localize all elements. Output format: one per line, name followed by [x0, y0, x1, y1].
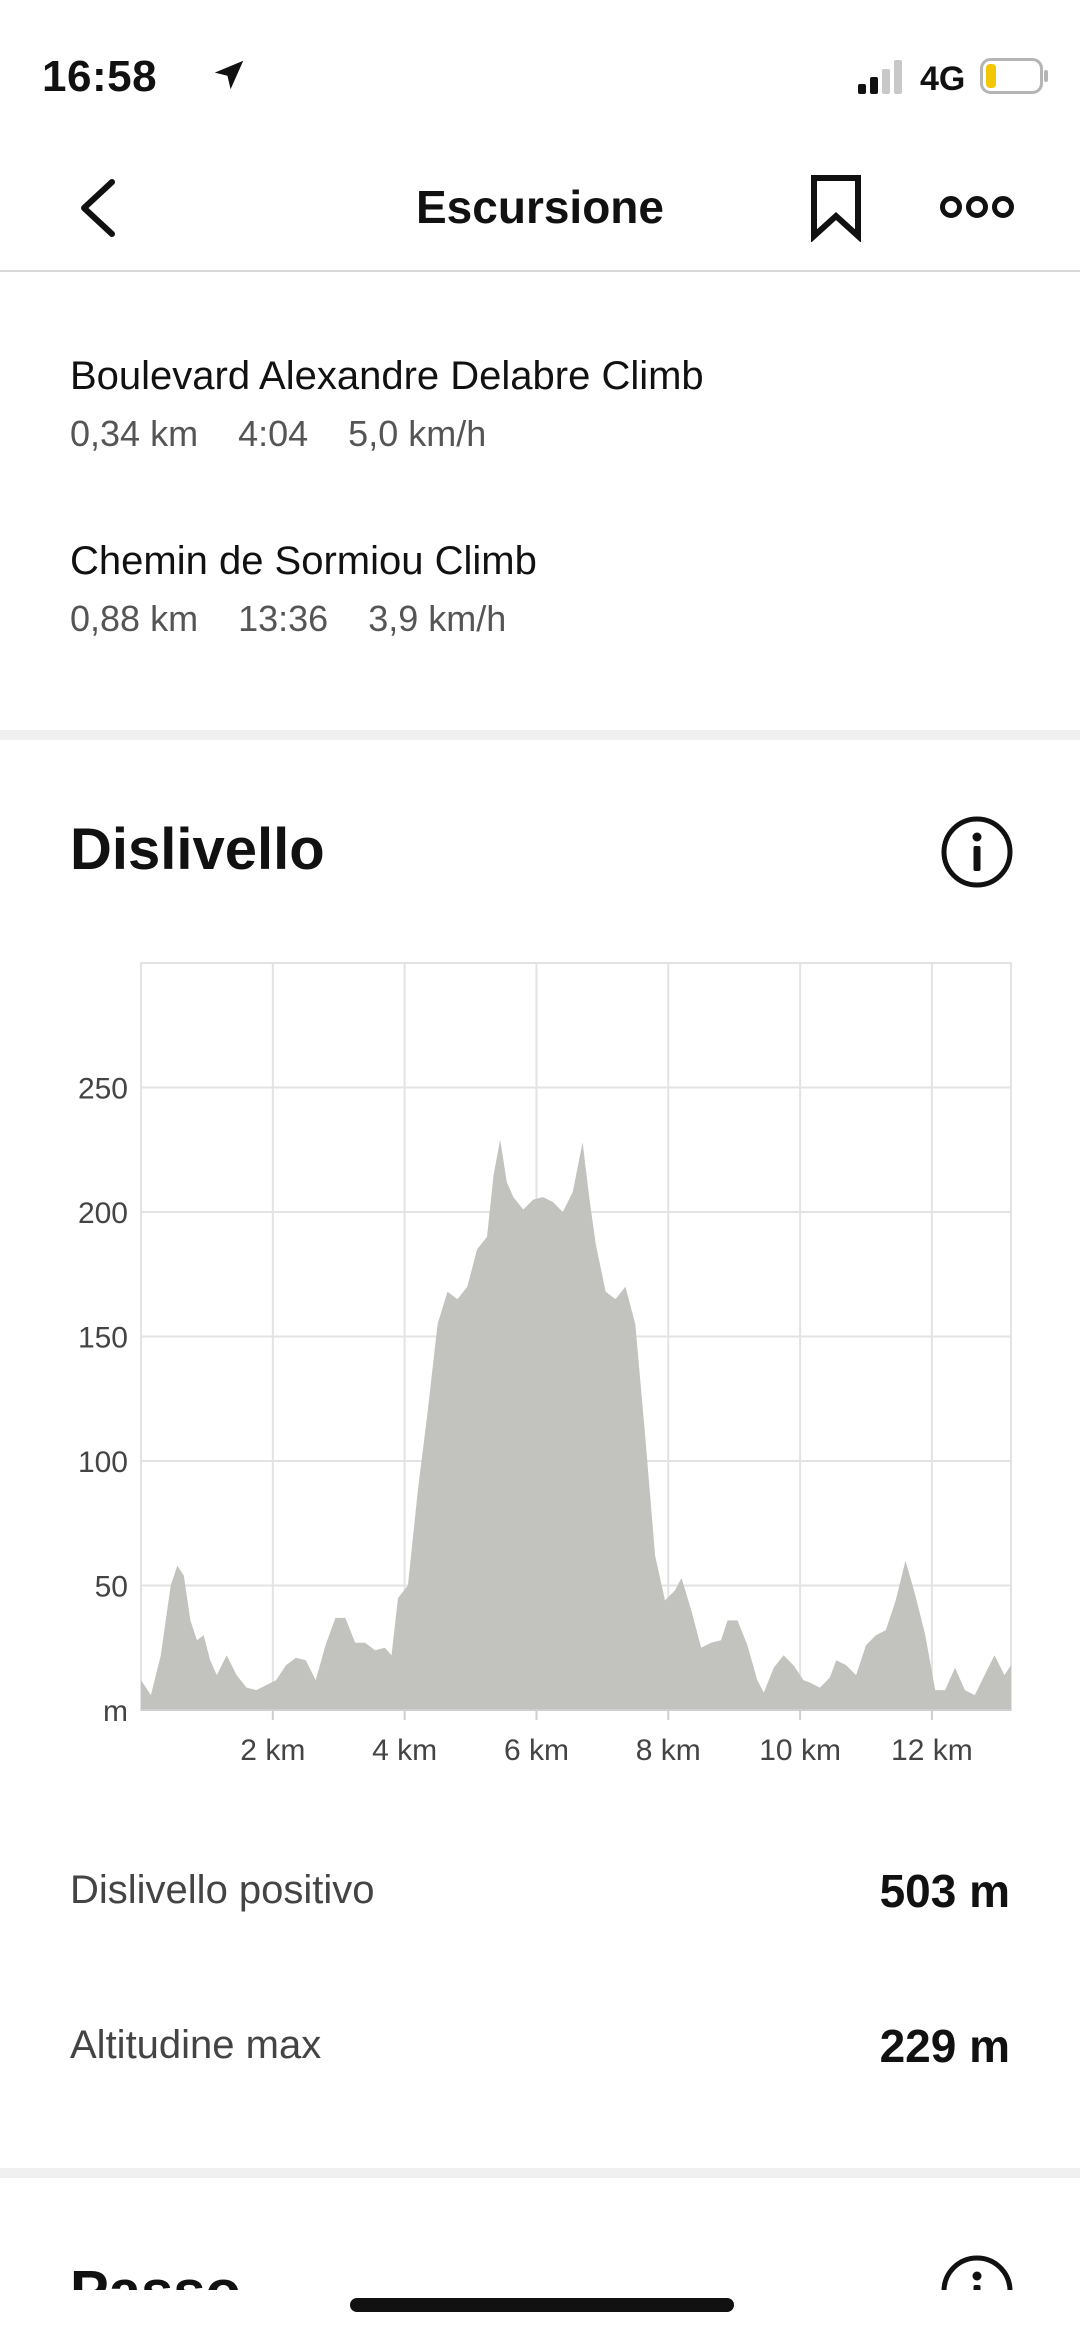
network-type: 4G [920, 60, 966, 98]
elevation-chart: 2 km 4 km 6 km 8 km 10 km 12 km 50 100 150 200 250… [78, 962, 1012, 1767]
chart-x-tick-label: 12 km [891, 1734, 973, 1767]
more-options-icon[interactable] [940, 190, 1014, 224]
battery-icon [980, 58, 1048, 94]
chart-y-tick-label: 250 [78, 1073, 128, 1106]
chart-y-tick-label: 200 [78, 1197, 128, 1230]
segment-speed: 3,9 km/h [368, 598, 507, 639]
previous-row-cutoff [70, 268, 550, 276]
location-arrow-icon [214, 60, 244, 90]
status-bar: 16:58 4G [0, 0, 1080, 150]
stat-label-max-altitude: Altitudine max [70, 2023, 322, 2067]
chart-y-unit-label: m [103, 1695, 128, 1728]
back-chevron-icon[interactable] [70, 176, 130, 240]
navigation-bar: Escursione [0, 150, 1080, 272]
chart-x-tick-label: 10 km [759, 1734, 841, 1767]
section-divider [0, 2168, 1080, 2178]
segment-speed: 5,0 km/h [348, 413, 487, 454]
segment-row[interactable]: Boulevard Alexandre Delabre Climb 0,34 k… [70, 354, 704, 455]
segment-distance: 0,34 km [70, 413, 199, 454]
signal-icon [858, 60, 902, 94]
chart-x-tick-label: 2 km [240, 1734, 305, 1767]
page-title: Escursione [416, 181, 664, 233]
chart-x-tick-label: 4 km [372, 1734, 437, 1767]
segment-time: 4:04 [238, 413, 309, 454]
chart-x-tick-label: 8 km [636, 1734, 701, 1767]
segment-distance: 0,88 km [70, 598, 199, 639]
segment-name: Chemin de Sormiou Climb [70, 539, 537, 583]
section-divider [0, 730, 1080, 740]
stat-value-elevation-gain: 503 m [879, 1865, 1010, 1917]
segment-stats: 0,88 km 13:36 3,9 km/h [70, 598, 537, 640]
chart-y-tick-label: 50 [95, 1571, 128, 1604]
home-indicator[interactable] [350, 2298, 734, 2312]
segment-row[interactable]: Chemin de Sormiou Climb 0,88 km 13:36 3,… [70, 539, 537, 640]
chart-elevation-area [141, 1139, 1011, 1710]
info-icon[interactable] [940, 2254, 1014, 2290]
bookmark-icon[interactable] [808, 174, 864, 242]
segment-name: Boulevard Alexandre Delabre Climb [70, 354, 704, 398]
stat-label-elevation-gain: Dislivello positivo [70, 1868, 375, 1912]
chart-y-tick-label: 100 [78, 1446, 128, 1479]
status-time: 16:58 [42, 52, 158, 101]
elevation-section-title: Dislivello [70, 817, 325, 882]
pace-section-title: Passo [70, 2248, 370, 2290]
chart-y-tick-label: 150 [78, 1322, 128, 1355]
segment-time: 13:36 [238, 598, 329, 639]
chart-x-tick-label: 6 km [504, 1734, 569, 1767]
segment-stats: 0,34 km 4:04 5,0 km/h [70, 413, 704, 455]
stat-value-max-altitude: 229 m [879, 2020, 1010, 2072]
info-icon[interactable] [940, 815, 1014, 889]
